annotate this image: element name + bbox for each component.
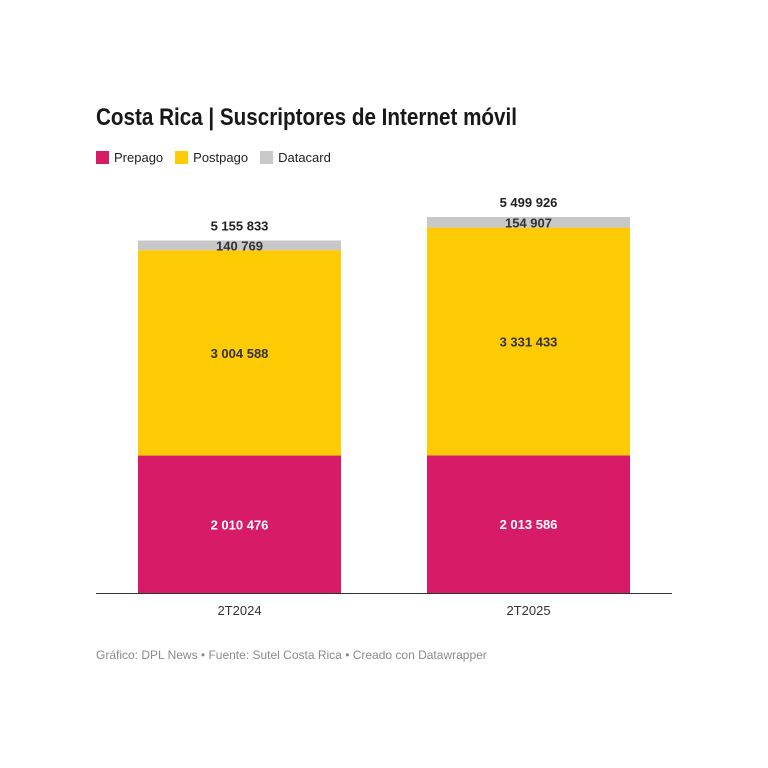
bar-postpago-2t2025: [427, 227, 630, 456]
legend-swatch-prepago: [96, 151, 109, 164]
legend-swatch-datacard: [260, 151, 274, 164]
total-label-2t2025: 5 499 926: [500, 195, 558, 210]
legend-item-postpago: Postpago: [175, 150, 248, 165]
bar-prepago-2t2024: [138, 455, 341, 593]
chart-footer: Gráfico: DPL News • Fuente: Sutel Costa …: [96, 648, 487, 662]
value-label-postpago-2t2024: 3 004 588: [211, 346, 269, 361]
value-label-prepago-2t2025: 2 013 586: [500, 517, 558, 532]
value-label-prepago-2t2024: 2 010 476: [211, 517, 269, 532]
x-tick-label-2t2025: 2T2025: [506, 603, 550, 618]
bar-datacard-2t2024: [138, 240, 341, 251]
legend: Prepago Postpago Datacard: [96, 150, 343, 165]
bar-datacard-2t2025: [427, 217, 630, 228]
bar-prepago-2t2025: [427, 455, 630, 593]
legend-label-datacard: Datacard: [278, 150, 331, 165]
legend-item-datacard: Datacard: [260, 150, 331, 165]
legend-item-prepago: Prepago: [96, 150, 163, 165]
x-tick-label-2t2024: 2T2024: [217, 603, 261, 618]
value-label-postpago-2t2025: 3 331 433: [500, 334, 558, 349]
legend-label-prepago: Prepago: [114, 150, 164, 165]
value-label-datacard-2t2024: 140 769: [216, 238, 263, 253]
legend-label-postpago: Postpago: [193, 150, 249, 165]
bar-postpago-2t2024: [138, 250, 341, 456]
chart-title: Costa Rica | Suscriptores de Internet mó…: [96, 104, 517, 131]
total-label-2t2024: 5 155 833: [211, 219, 269, 234]
legend-swatch-postpago: [175, 151, 189, 164]
value-label-datacard-2t2025: 154 907: [505, 215, 552, 230]
